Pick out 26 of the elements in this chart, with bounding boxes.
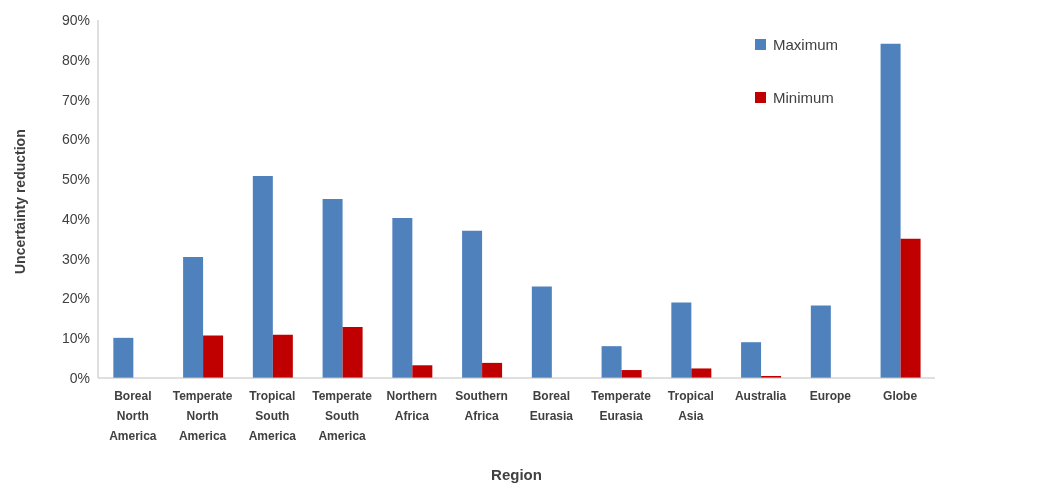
x-tick-label: Boreal North America [109, 389, 157, 443]
x-tick-label: Temperate Eurasia [591, 389, 652, 423]
y-tick-label: 50% [61, 171, 90, 188]
y-tick-label: 20% [61, 290, 90, 307]
y-tick-label: 0% [69, 369, 90, 386]
x-axis-title: Region [491, 466, 542, 483]
y-tick-label: 10% [61, 330, 90, 347]
x-tick-label: Australia [734, 389, 787, 403]
x-tick-label: Northern Africa [386, 389, 438, 423]
y-tick-label: 40% [61, 210, 90, 227]
x-tick-label: Boreal Eurasia [529, 389, 574, 423]
legend-label: Maximum [772, 36, 838, 53]
x-tick-label: Tropical South America [248, 389, 297, 443]
y-tick-label: 60% [61, 131, 90, 148]
y-tick-label: 70% [61, 91, 90, 108]
y-axis-title: Uncertainty reduction [11, 129, 28, 274]
legend-label: Minimum [772, 89, 834, 106]
x-tick-label: Southern Africa [455, 389, 508, 423]
x-tick-label: Tropical Asia [667, 389, 714, 423]
x-tick-label: Europe [809, 389, 852, 403]
x-tick-label: Temperate South America [312, 389, 373, 443]
y-tick-label: 90% [61, 11, 90, 28]
y-tick-label: 30% [61, 250, 90, 267]
y-tick-label: 80% [61, 51, 90, 68]
x-tick-label: Temperate North America [172, 389, 233, 443]
x-tick-label: Globe [883, 389, 918, 403]
